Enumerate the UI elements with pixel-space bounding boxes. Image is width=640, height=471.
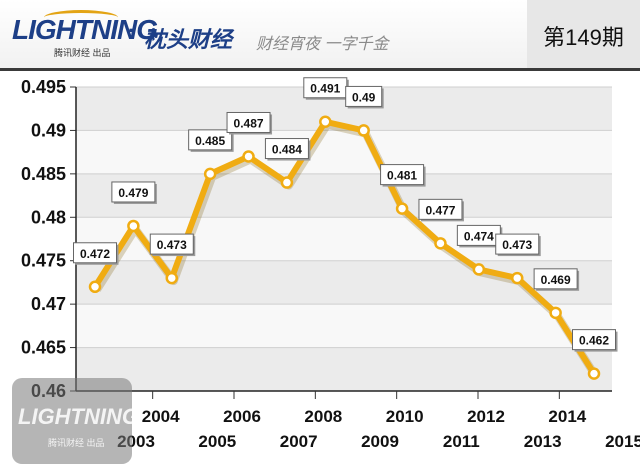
x-tick-label: 2014 (548, 407, 586, 426)
x-tick-label: 2011 (443, 432, 480, 451)
data-label: 0.479 (118, 186, 148, 200)
data-label-box (226, 111, 271, 133)
watermark: LIGHTNING 腾讯财经 出品 (12, 378, 139, 464)
issue-number: 第149期 (543, 25, 624, 50)
data-label-box (345, 85, 383, 107)
data-point (88, 280, 102, 294)
y-tick-label: 0.47 (31, 294, 66, 314)
data-label-box (111, 181, 156, 203)
data-label: 0.485 (195, 134, 225, 148)
y-tick-label: 0.495 (21, 77, 66, 97)
grid-band (76, 304, 612, 348)
data-label-box (495, 233, 540, 255)
data-label: 0.484 (272, 143, 302, 157)
data-point (319, 115, 332, 128)
data-point (127, 219, 140, 233)
logo-subtitle: 腾讯财经 出品 (54, 48, 111, 58)
y-tick-label: 0.49 (31, 120, 66, 140)
data-point (203, 167, 217, 181)
data-label-box (533, 268, 578, 290)
data-label: 0.491 (310, 82, 340, 96)
series-line (92, 118, 597, 376)
watermark-logo: LIGHTNING (18, 404, 139, 429)
y-tick-label: 0.475 (21, 251, 66, 271)
data-point (587, 367, 601, 380)
data-label: 0.473 (157, 238, 187, 252)
x-tick-label: 2007 (280, 432, 318, 451)
x-tick-label: 2005 (198, 432, 236, 451)
header: LIGHTNING 腾讯财经 出品 · 枕头财经 财经宵夜 一字千金 第149期 (0, 0, 640, 71)
x-tick-label: 2015 (605, 432, 640, 451)
watermark-subtitle: 腾讯财经 出品 (48, 438, 105, 448)
data-point (549, 306, 562, 320)
slogan: 财经宵夜 一字千金 (256, 36, 389, 53)
data-point (472, 263, 486, 276)
data-point (510, 271, 524, 285)
data-label: 0.487 (234, 116, 264, 130)
data-label-box (572, 329, 616, 351)
data-label: 0.49 (352, 90, 376, 104)
x-tick-label: 2006 (223, 407, 261, 426)
data-label-box (418, 198, 463, 220)
data-label-box (73, 242, 117, 264)
data-label-box (264, 138, 309, 160)
data-point (434, 237, 447, 250)
data-label-box (380, 164, 425, 186)
x-tick-label: 2008 (304, 407, 342, 426)
x-tick-label: 2009 (361, 432, 399, 451)
data-point (357, 124, 370, 137)
x-tick-label: 2010 (386, 407, 424, 426)
y-tick-label: 0.485 (21, 164, 66, 184)
issue-box: 第149期 (527, 0, 640, 68)
data-label: 0.481 (387, 169, 417, 183)
x-tick-label: 2004 (142, 407, 180, 426)
data-point (242, 150, 255, 163)
data-label: 0.473 (502, 238, 532, 252)
y-tick-label: 0.465 (21, 338, 66, 358)
data-label: 0.474 (464, 229, 494, 243)
data-label-box (149, 233, 194, 255)
header-rule (0, 68, 640, 71)
brand-separator: · (128, 18, 136, 43)
x-tick-label: 2012 (467, 407, 505, 426)
data-label: 0.462 (579, 334, 609, 348)
grid-band (76, 130, 612, 174)
data-point (395, 202, 409, 215)
x-tick-label: 2013 (524, 432, 562, 451)
data-point (280, 176, 294, 189)
data-label-box (188, 129, 233, 151)
data-label: 0.477 (425, 203, 455, 217)
logo: LIGHTNING (12, 14, 158, 45)
y-tick-label: 0.48 (31, 207, 66, 227)
brand-name: 枕头财经 (144, 27, 233, 52)
grid-band (76, 173, 612, 218)
logo-swoosh-icon (44, 10, 118, 25)
line-chart: 0.460.4650.470.4750.480.4850.490.4952004… (21, 77, 640, 451)
data-point (165, 271, 179, 285)
data-label: 0.469 (541, 273, 571, 287)
grid-band (76, 347, 612, 391)
data-label: 0.472 (80, 247, 110, 261)
